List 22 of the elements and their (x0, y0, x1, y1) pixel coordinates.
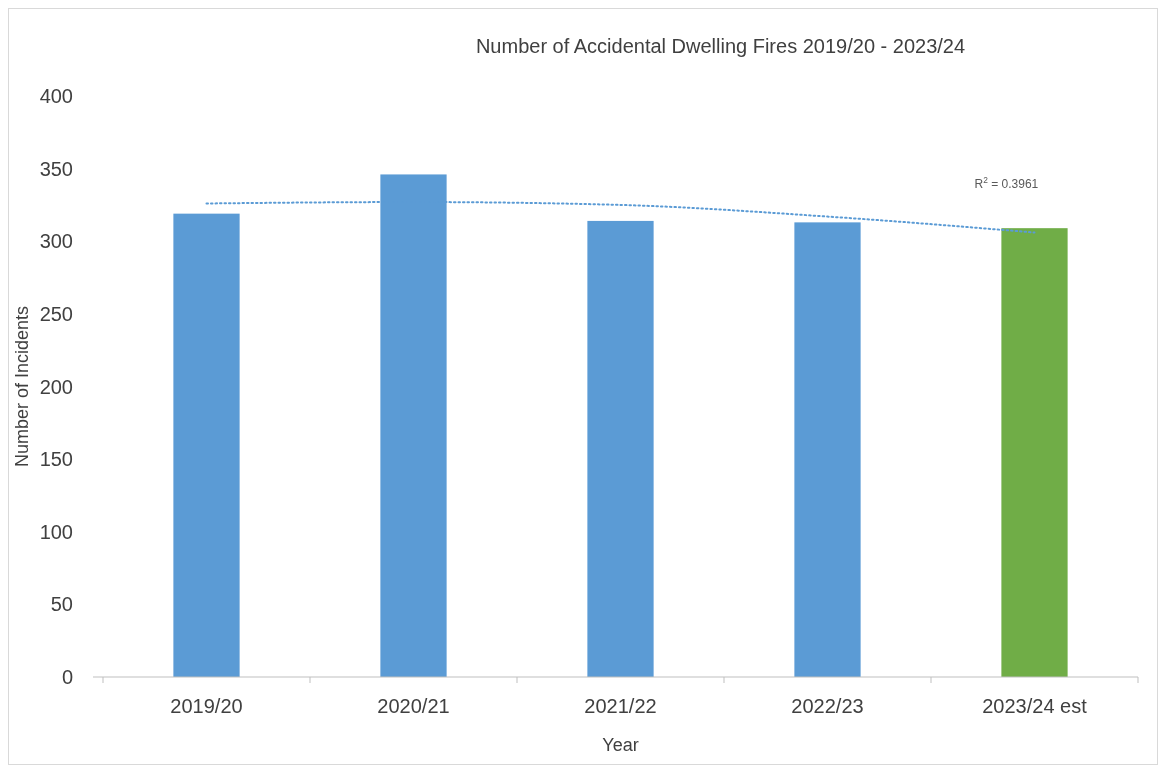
y-tick-label: 350 (39, 157, 73, 180)
y-tick-label: 50 (50, 593, 73, 616)
y-tick-label: 0 (61, 666, 73, 688)
x-tick-label: 2022/23 (791, 695, 864, 717)
y-tick-label: 250 (39, 302, 73, 325)
chart-title: Number of Accidental Dwelling Fires 2019/20 - 2023/24 (475, 35, 966, 57)
annotation: R$^{2}$ = 0.3961 (974, 174, 1039, 191)
y-tick-label: 400 (39, 85, 73, 107)
x-axis-title: Year (602, 735, 639, 755)
y-tick-label: 200 (39, 375, 73, 398)
bar (794, 222, 861, 677)
bar (173, 213, 240, 677)
y-tick-label: 100 (39, 520, 73, 543)
x-tick-label: 2021/22 (584, 695, 657, 717)
x-tick-label: 2019/20 (170, 695, 243, 717)
y-tick-label: 150 (39, 448, 73, 471)
x-tick-label: 2020/21 (377, 695, 450, 717)
x-tick-label: 2023/24 est (982, 695, 1088, 717)
y-axis-title: Number of Incidents (12, 305, 32, 468)
bar (587, 220, 654, 677)
y-tick-label: 300 (39, 230, 73, 253)
bar (1001, 228, 1068, 677)
